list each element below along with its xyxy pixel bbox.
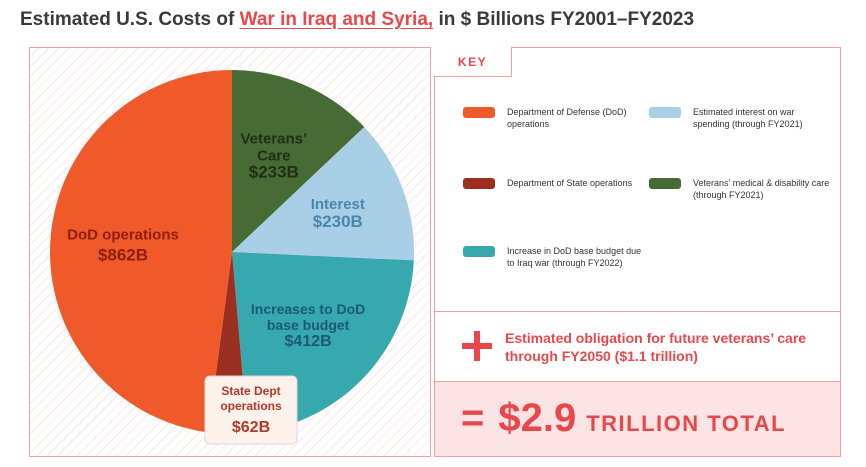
slice-name-base: base budget: [267, 317, 350, 333]
slice-name-interest: Interest: [311, 196, 365, 213]
slice-name-veterans: Care: [257, 147, 290, 164]
key-swatch-dod: [463, 107, 495, 118]
slice-name-veterans: Veterans’: [240, 130, 307, 147]
key-title: KEY: [434, 47, 512, 77]
pie-slice-interest: [232, 127, 415, 261]
slice-value-state: $62B: [232, 419, 270, 436]
slice-label-state: State Dept operations $62B: [220, 384, 282, 436]
equals-sign: =: [461, 396, 485, 440]
slice-value-interest: $230B: [313, 212, 363, 231]
slice-label-dod: DoD operations $862B: [67, 227, 179, 265]
pie-chart-panel: Veterans’ Care $233B Interest $230B Increases…: [29, 47, 431, 457]
key-label-base: Increase in DoD base budget due to Iraq …: [507, 246, 642, 268]
total-line: = $2.9 TRILLION TOTAL: [461, 396, 786, 441]
slice-name-state: operations: [220, 399, 282, 413]
pie-slice-veterans: [232, 70, 365, 252]
slice-name-dod: DoD operations: [67, 227, 179, 244]
future-obligation-text: Estimated obligation for future veterans…: [505, 330, 807, 364]
key-label-state: Department of State operations: [507, 178, 633, 188]
total-unit: TRILLION TOTAL: [586, 411, 787, 436]
slice-label-base: Increases to DoD base budget $412B: [251, 301, 365, 350]
key-item-dod: Department of Defense (DoD) operations: [463, 106, 647, 130]
key-item-veterans: Veterans’ medical & disability care (thr…: [649, 177, 833, 201]
plus-icon: [462, 331, 492, 361]
future-obligation-panel: Estimated obligation for future veterans…: [434, 312, 841, 382]
key-item-base: Increase in DoD base budget due to Iraq …: [463, 245, 647, 269]
key-item-interest: Estimated interest on war spending (thro…: [649, 106, 833, 130]
slice-name-state: State Dept: [221, 384, 280, 398]
key-swatch-state: [463, 178, 495, 189]
title-suffix: in $ Billions FY2001–FY2023: [433, 9, 695, 30]
chart-title: Estimated U.S. Costs of War in Iraq and …: [20, 9, 860, 31]
slice-label-veterans: Veterans’ Care $233B: [240, 130, 307, 181]
state-callout-box: [204, 375, 298, 445]
key-item-state: Department of State operations: [463, 177, 647, 189]
key-label-veterans: Veterans’ medical & disability care (thr…: [693, 178, 830, 200]
key-label-dod: Department of Defense (DoD) operations: [507, 107, 627, 129]
slice-name-base: Increases to DoD: [251, 301, 365, 317]
key-swatch-veterans: [649, 178, 681, 189]
slice-value-dod: $862B: [98, 246, 148, 265]
key-swatch-base: [463, 246, 495, 257]
slice-value-veterans: $233B: [249, 162, 299, 181]
title-prefix: Estimated U.S. Costs of: [20, 9, 240, 30]
total-panel: = $2.9 TRILLION TOTAL: [434, 382, 841, 457]
key-panel: KEY Department of Defense (DoD) operatio…: [434, 47, 841, 312]
slice-label-interest: Interest $230B: [311, 196, 365, 231]
slice-value-base: $412B: [285, 333, 332, 350]
key-swatch-interest: [649, 107, 681, 118]
pie-slice-dod: [50, 70, 232, 433]
total-amount: $2.9: [498, 396, 577, 440]
title-highlight-link[interactable]: War in Iraq and Syria,: [239, 9, 434, 30]
key-label-interest: Estimated interest on war spending (thro…: [693, 107, 803, 129]
